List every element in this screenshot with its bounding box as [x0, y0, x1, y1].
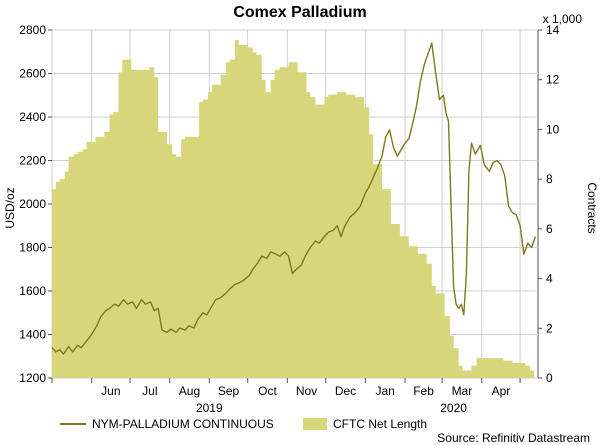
legend-area-label: CFTC Net Length [333, 417, 427, 431]
cftc-area-layer [52, 39, 535, 379]
x-axis-month-label: Nov [296, 384, 317, 398]
x-axis-month-label: Apr [492, 384, 511, 398]
axes: 1200 1400 1600 1800 2000 2200 2400 2600 2800 0 2 4 6… [19, 23, 559, 415]
x-axis-month-label: Oct [258, 384, 277, 398]
left-axis-label: USD/oz [3, 187, 17, 228]
left-axis-tick-label: 1400 [19, 328, 46, 342]
right-axis-tick-label: 12 [546, 73, 560, 87]
x-axis-year-label: 2019 [196, 401, 223, 415]
left-axis-tick-label: 1200 [19, 371, 46, 385]
left-axis-tick-label: 2800 [19, 23, 46, 37]
right-axis-tick-label: 2 [546, 321, 553, 335]
price-line-layer [51, 42, 537, 355]
x-axis-month-label: Jul [142, 384, 157, 398]
right-axis-tick-label: 8 [546, 172, 553, 186]
right-axis-tick-label: 10 [546, 122, 560, 136]
legend-area-swatch [303, 418, 327, 430]
x-axis-month-label: Aug [179, 384, 200, 398]
left-axis-tick-label: 2600 [19, 67, 46, 81]
left-axis-tick-label: 1800 [19, 241, 46, 255]
right-axis-tick-label: 14 [546, 23, 560, 37]
right-axis-tick-label: 0 [546, 371, 553, 385]
left-axis-tick-label: 2000 [19, 197, 46, 211]
legend-line-label: NYM-PALLADIUM CONTINUOUS [92, 417, 274, 431]
chart-title: Comex Palladium [233, 4, 366, 21]
right-axis-tick-label: 4 [546, 272, 553, 286]
x-axis-month-label: Sep [218, 384, 240, 398]
right-axis-multiplier: x 1,000 [543, 12, 583, 26]
cftc-net-length-area [52, 39, 535, 379]
x-axis-month-label: Mar [452, 384, 473, 398]
left-axis-tick-label: 2400 [19, 110, 46, 124]
x-axis-month-label: Jan [375, 384, 394, 398]
x-axis-year-label: 2020 [440, 401, 467, 415]
right-axis-tick-label: 6 [546, 222, 553, 236]
palladium-price-line [51, 42, 537, 355]
right-axis-label: Contracts [585, 182, 599, 233]
source-note: Source: Refinitiv Datastream [437, 431, 590, 445]
left-axis-tick-label: 2200 [19, 154, 46, 168]
left-axis-tick-label: 1600 [19, 284, 46, 298]
legend: NYM-PALLADIUM CONTINUOUS CFTC Net Length [60, 417, 427, 431]
x-axis-month-label: Dec [335, 384, 356, 398]
x-axis-month-label: Jun [101, 384, 120, 398]
x-axis-month-label: Feb [413, 384, 434, 398]
